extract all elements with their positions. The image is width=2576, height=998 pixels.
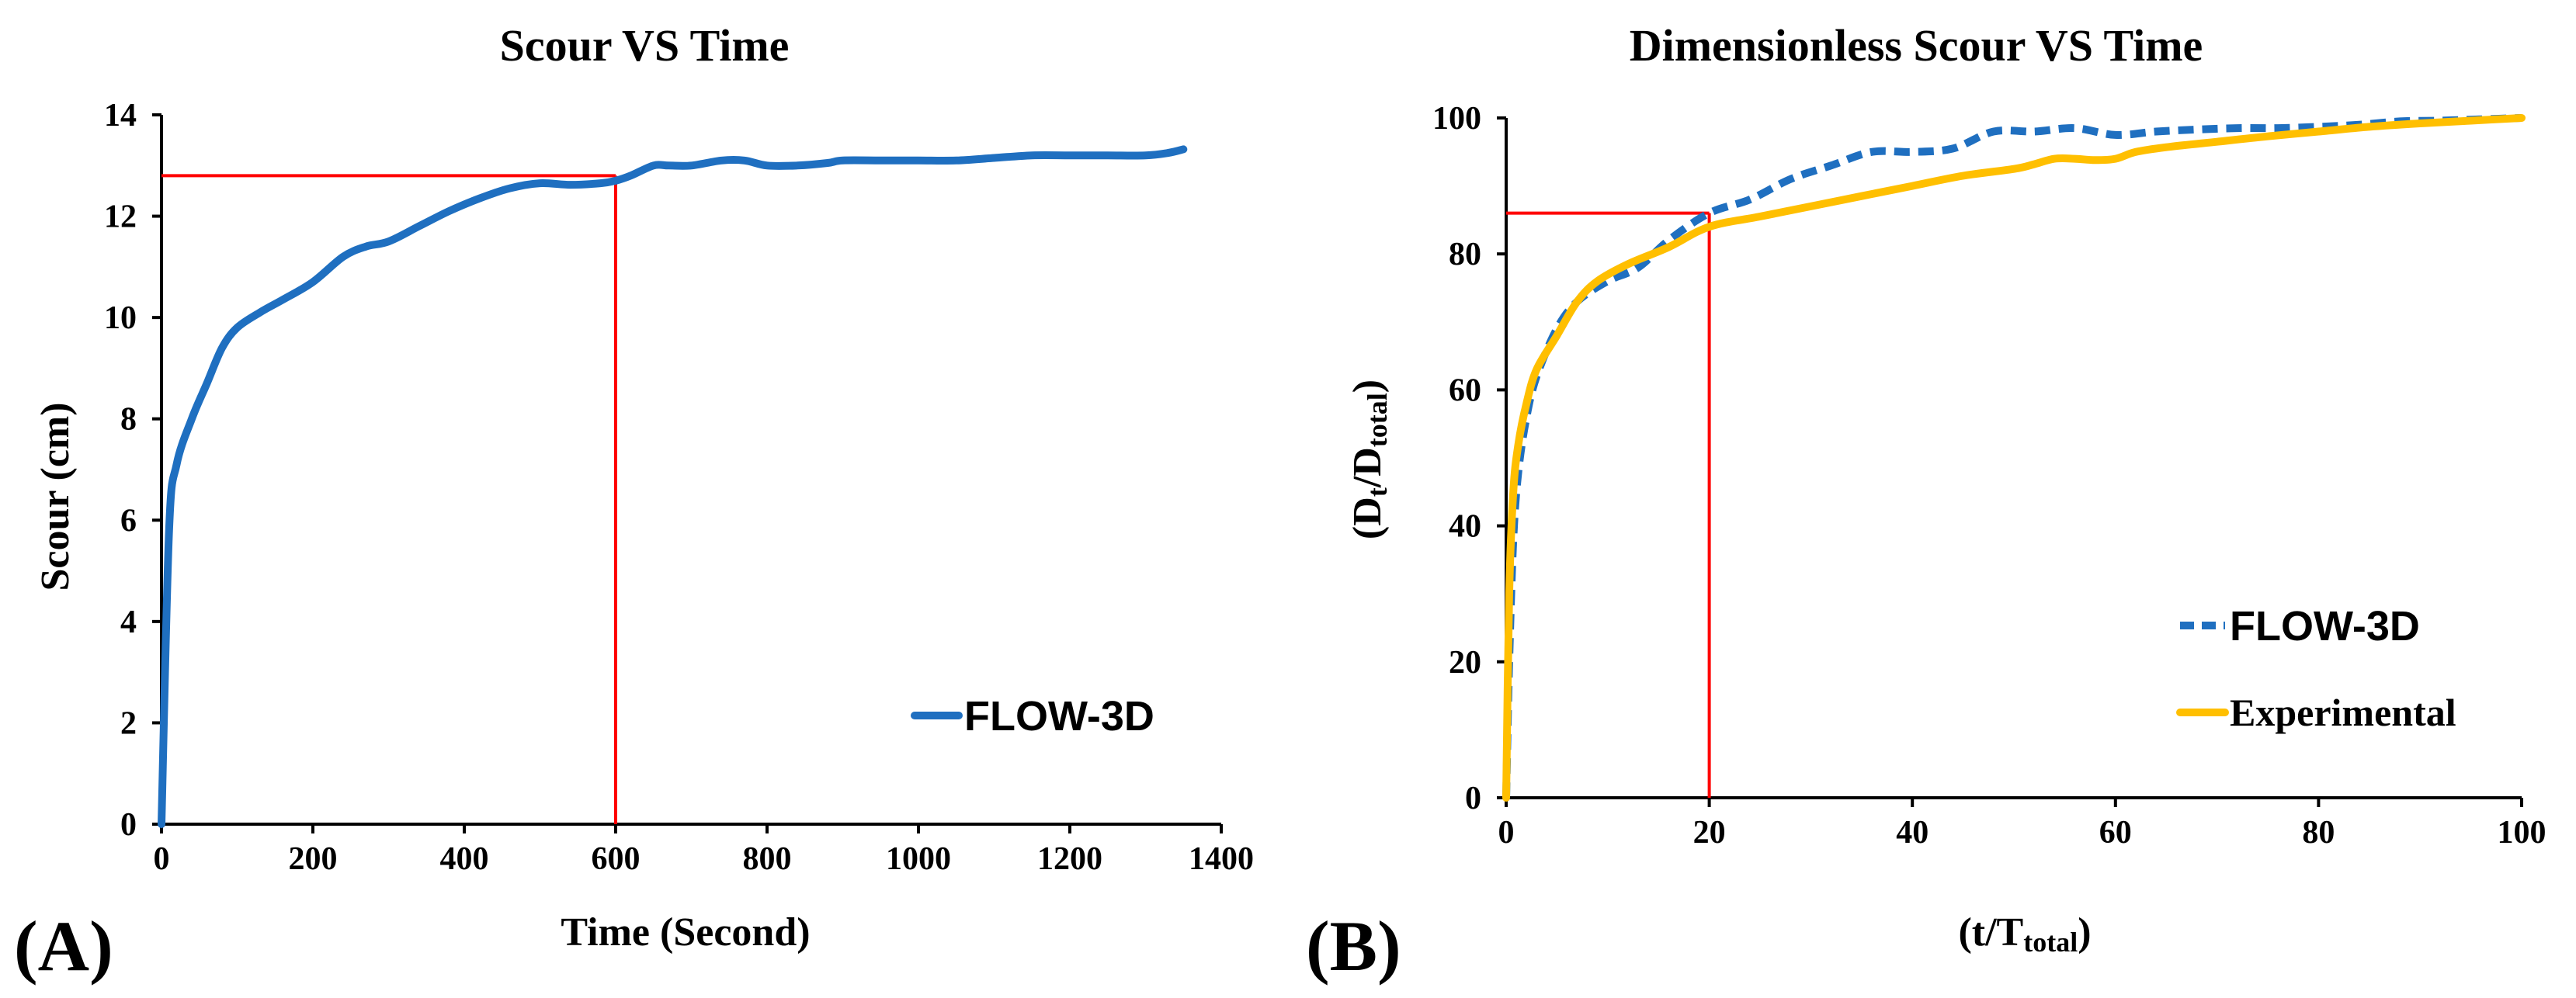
panel-label-b: (B) <box>1306 906 1401 986</box>
chart-b-ylabel-sub1: t <box>1362 487 1393 497</box>
chart-a-y-tick-label: 14 <box>104 98 137 133</box>
chart-a-x-tick-label: 0 <box>154 841 170 877</box>
legend-b-flow3d-label: FLOW-3D <box>2230 603 2420 650</box>
chart-b-y-tick-label: 0 <box>1465 781 1481 816</box>
chart-a-series <box>158 145 1188 828</box>
chart-a-reference-lines <box>161 174 617 824</box>
legend-a-flow3d-label: FLOW-3D <box>964 693 1154 740</box>
chart-a-y-tick-label: 2 <box>120 705 137 741</box>
chart-b-x-axis-title: (t/Ttotal) <box>1958 910 2091 958</box>
chart-b-x-tick-label: 0 <box>1498 815 1515 851</box>
chart-b-ylabel-sub2: total <box>1362 393 1393 447</box>
chart-b-reference-lines <box>1506 211 1711 798</box>
chart-a-x-tick-label: 1000 <box>886 841 951 877</box>
chart-b-x-ticks: 0 20 40 60 80 100 <box>1498 798 2546 851</box>
chart-a-legend: FLOW-3D <box>911 693 1154 740</box>
chart-b: Dimensionless Scour VS Time (t/Ttotal) (… <box>1306 20 2546 986</box>
chart-b-y-tick-label: 80 <box>1449 237 1481 272</box>
chart-b-title: Dimensionless Scour VS Time <box>1630 20 2203 71</box>
chart-a-y-tick-label: 10 <box>104 300 137 336</box>
panel-label-a: (A) <box>14 906 113 986</box>
chart-a-y-axis-title: Scour (cm) <box>33 402 78 591</box>
chart-a-x-tick-label: 200 <box>289 841 338 877</box>
chart-b-ylabel-close: ) <box>1345 379 1390 393</box>
chart-a-x-tick-label: 1200 <box>1037 841 1102 877</box>
chart-b-series <box>1502 114 2526 802</box>
chart-a-title: Scour VS Time <box>500 20 790 71</box>
chart-a-y-tick-label: 12 <box>104 199 137 235</box>
chart-a-y-tick-label: 6 <box>120 503 137 539</box>
chart-b-xlabel-sub: total <box>2023 927 2078 958</box>
chart-a: Scour VS Time Time (Second) Scour (cm) (… <box>14 20 1254 986</box>
chart-b-ylabel-main1: (D <box>1345 497 1390 539</box>
chart-a-x-tick-label: 600 <box>592 841 641 877</box>
chart-a-x-tick-label: 1400 <box>1189 841 1254 877</box>
chart-a-x-ticks: 0 200 400 600 800 1000 1200 1400 <box>154 824 1254 877</box>
chart-a-x-tick-label: 800 <box>743 841 792 877</box>
chart-b-y-axis-title: (Dt/Dtotal) <box>1345 379 1393 539</box>
chart-b-y-tick-label: 100 <box>1432 101 1481 137</box>
chart-b-y-tick-label: 20 <box>1449 645 1481 681</box>
chart-b-y-tick-label: 60 <box>1449 373 1481 408</box>
chart-b-y-tick-label: 40 <box>1449 509 1481 545</box>
chart-b-x-tick-label: 20 <box>1693 815 1726 851</box>
chart-a-y-tick-label: 4 <box>120 605 137 640</box>
chart-b-y-ticks: 0 20 40 60 80 100 <box>1432 101 1506 816</box>
chart-b-legend: FLOW-3D Experimental <box>2176 603 2456 734</box>
chart-b-ylabel-main2: /D <box>1345 447 1390 488</box>
chart-b-xlabel-close: ) <box>2078 910 2091 955</box>
chart-b-x-tick-label: 60 <box>2099 815 2132 851</box>
chart-a-y-tick-label: 0 <box>120 807 137 843</box>
chart-b-series-flow-3d <box>1502 114 2522 799</box>
chart-a-y-ticks: 0 2 4 6 8 10 12 14 <box>104 98 161 843</box>
chart-b-x-tick-label: 80 <box>2302 815 2335 851</box>
chart-a-x-tick-label: 400 <box>440 841 489 877</box>
chart-a-y-tick-label: 8 <box>120 402 137 438</box>
chart-b-x-tick-label: 100 <box>2498 815 2546 851</box>
chart-a-x-axis-title: Time (Second) <box>561 910 810 955</box>
chart-b-x-tick-label: 40 <box>1896 815 1929 851</box>
chart-b-series-experimental <box>1502 114 2526 802</box>
chart-a-series-flow-3d <box>158 145 1188 828</box>
chart-b-xlabel-main: (t/T <box>1958 910 2023 955</box>
legend-b-experimental-label: Experimental <box>2230 691 2456 734</box>
